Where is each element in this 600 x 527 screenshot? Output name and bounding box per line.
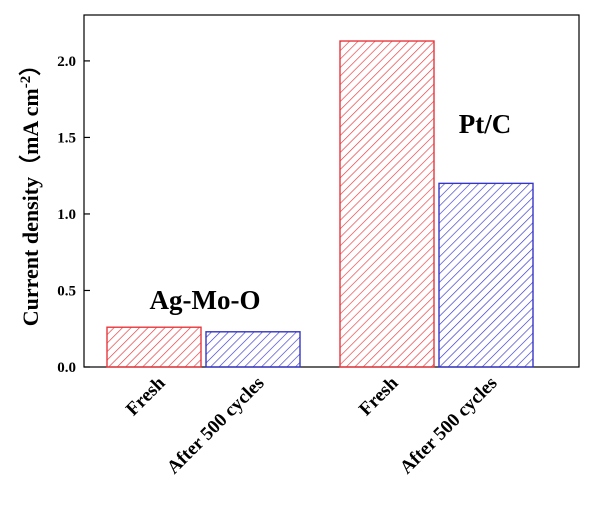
x-category-label: After 500 cycles [163, 373, 269, 479]
group-label: Ag-Mo-O [150, 285, 261, 315]
y-tick-label: 1.5 [57, 130, 76, 146]
bar [438, 182, 534, 368]
y-tick-label: 0.0 [57, 360, 76, 376]
y-tick-label: 0.5 [57, 283, 76, 299]
y-tick-label: 1.0 [57, 207, 76, 223]
x-category-label: Fresh [122, 372, 170, 420]
bar [205, 331, 301, 368]
bar [106, 326, 202, 368]
plot-frame [83, 14, 580, 368]
y-axis: 0.0 0.5 1.0 1.5 2.0 [57, 54, 90, 376]
group-label: Pt/C [459, 109, 511, 139]
x-category-label: Fresh [355, 372, 403, 420]
y-tick-label: 2.0 [57, 54, 76, 70]
x-category-label: After 500 cycles [396, 373, 502, 479]
bar [339, 40, 435, 368]
y-axis-title: Current density（mA cm-2） [18, 54, 43, 326]
group-labels: Ag-Mo-O Pt/C [150, 109, 512, 315]
bars [106, 40, 534, 368]
